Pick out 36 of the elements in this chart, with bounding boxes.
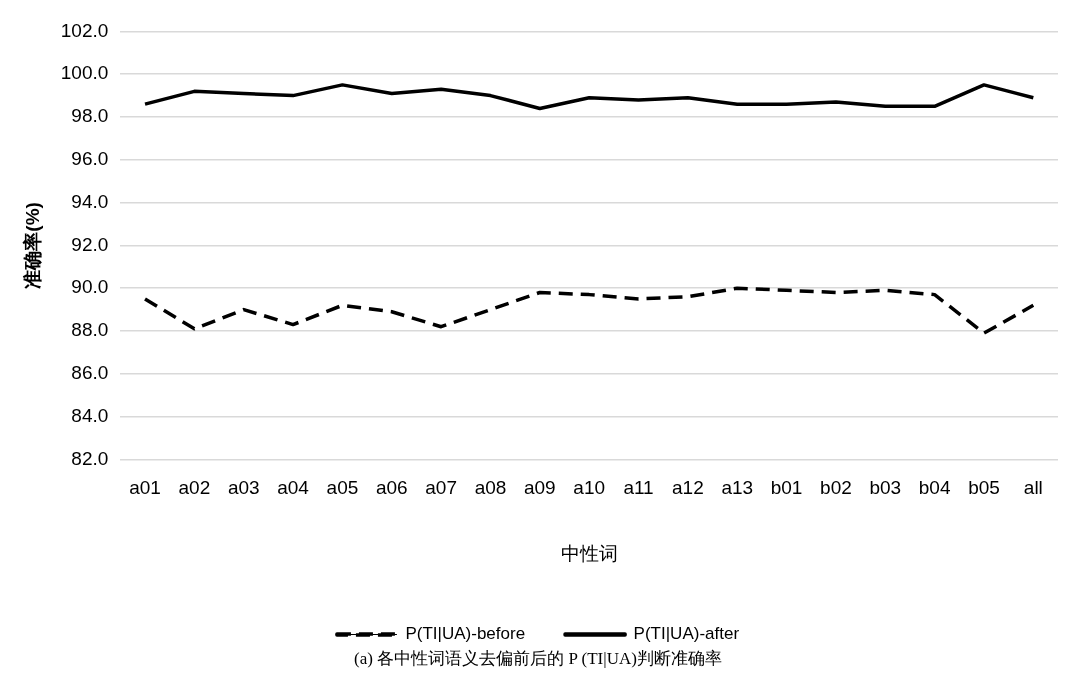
x-tick-label: a06 <box>375 477 408 499</box>
y-tick-label: 88.0 <box>71 319 109 341</box>
x-tick-label: b04 <box>918 477 951 499</box>
x-tick-label: a07 <box>425 477 457 499</box>
x-tick-label: b05 <box>968 477 1000 499</box>
x-tick-label: a13 <box>721 477 754 499</box>
x-tick-label: a01 <box>129 477 161 499</box>
legend-label: P(TI|UA)-after <box>633 624 740 644</box>
x-axis-title: 中性词 <box>560 542 618 564</box>
y-tick-label: 94.0 <box>71 190 109 212</box>
x-tick-label: a04 <box>277 477 310 499</box>
y-tick-label: 90.0 <box>71 276 109 298</box>
x-tick-label: a08 <box>474 477 507 499</box>
text: (a) 各中性词语义去偏前后的 P (TI|UA)判断准确率 <box>353 648 723 670</box>
y-tick-label: 96.0 <box>71 148 109 170</box>
y-tick-label: 84.0 <box>71 404 109 426</box>
x-tick-label: a10 <box>573 477 606 499</box>
y-tick-label: 100.0 <box>60 62 109 84</box>
x-tick-label: b03 <box>869 477 902 499</box>
line-series <box>143 286 1036 335</box>
x-tick-label: b01 <box>770 477 803 499</box>
x-tick-label: b02 <box>820 477 852 499</box>
y-tick-label: 92.0 <box>71 233 109 255</box>
x-tick-label: a11 <box>623 477 654 499</box>
x-tick-label: a03 <box>227 477 260 499</box>
x-tick-label: a05 <box>326 477 359 499</box>
x-tick-label: a12 <box>672 477 704 499</box>
x-tick-label: all <box>1023 477 1043 499</box>
x-tick-label: a02 <box>178 477 211 499</box>
x-tick-label: a09 <box>523 477 556 499</box>
y-tick-label: 86.0 <box>71 362 109 384</box>
y-tick-label: 102.0 <box>60 19 109 41</box>
legend-label: P(TI|UA)-before <box>405 624 526 644</box>
y-axis-title: 准确率(%) <box>21 202 43 289</box>
y-tick-label: 82.0 <box>71 447 109 469</box>
y-tick-label: 98.0 <box>71 105 109 127</box>
